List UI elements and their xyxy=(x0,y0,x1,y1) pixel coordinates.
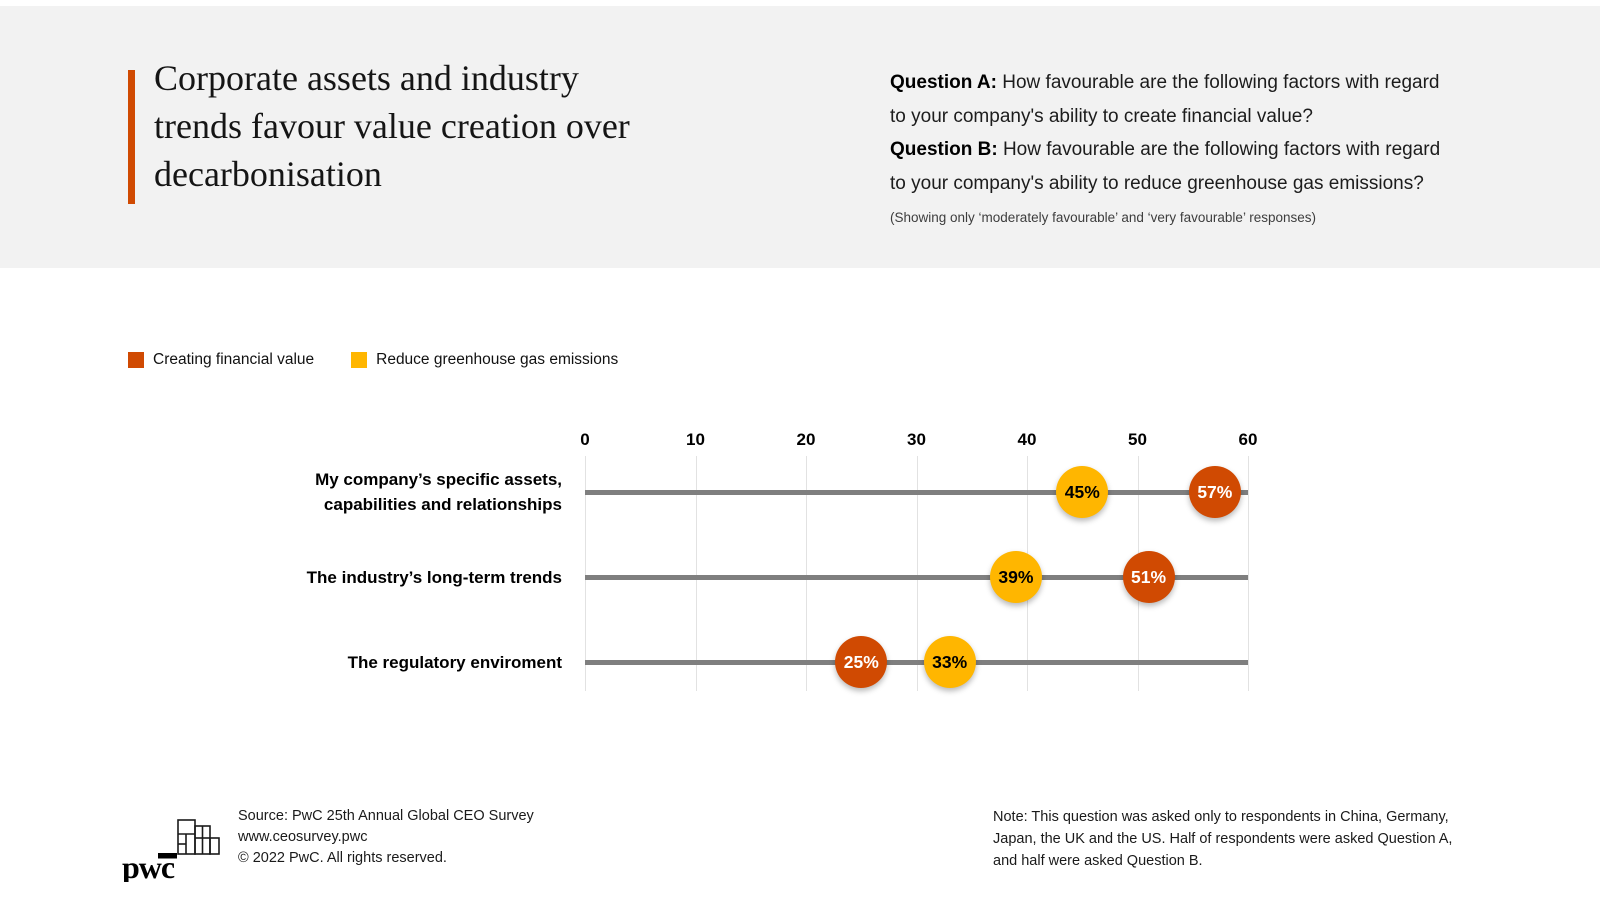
questions-subnote: (Showing only ‘moderately favourable’ an… xyxy=(890,210,1316,225)
axis-tick-label: 10 xyxy=(686,430,705,449)
note-text: Note: This question was asked only to re… xyxy=(993,809,1453,869)
axis-tick-label: 50 xyxy=(1128,430,1147,449)
legend-swatch-yellow xyxy=(351,352,368,368)
legend-item-greenhouse-gas: Reduce greenhouse gas emissions xyxy=(351,351,618,369)
questions-block: Question A: How favourable are the follo… xyxy=(890,66,1475,227)
axis-tick-label: 0 xyxy=(580,430,590,449)
gridline xyxy=(1248,456,1249,691)
question-b: Question B: How favourable are the follo… xyxy=(890,133,1475,200)
category-label: The industry’s long-term trends xyxy=(306,567,562,587)
gridline xyxy=(806,456,807,691)
gridline xyxy=(916,456,918,691)
data-point: 39% xyxy=(989,551,1042,603)
legend-item-financial-value: Creating financial value xyxy=(128,351,314,369)
axis-tick-label: 60 xyxy=(1238,430,1258,449)
legend-label: Creating financial value xyxy=(153,351,315,368)
category-line xyxy=(585,574,1248,580)
category-line xyxy=(585,659,1248,665)
axis-tick-label: 30 xyxy=(907,430,926,449)
title-accent-bar xyxy=(128,70,135,204)
page-title: Corporate assets and industry trends fav… xyxy=(154,58,630,194)
gridline xyxy=(695,456,697,691)
data-point: 33% xyxy=(923,636,976,688)
question-a-text: How favourable are the following factors… xyxy=(890,72,1440,127)
data-point: 25% xyxy=(835,636,888,688)
question-b-text: How favourable are the following factors… xyxy=(890,139,1441,194)
question-a: Question A: How favourable are the follo… xyxy=(890,66,1475,133)
data-point: 57% xyxy=(1188,466,1241,518)
legend-swatch-orange xyxy=(128,352,144,368)
pwc-logo: pwc xyxy=(122,792,232,885)
gridline xyxy=(585,456,586,691)
chart-legend: Creating financial value Reduce greenhou… xyxy=(128,351,618,369)
header-band: Corporate assets and industry trends fav… xyxy=(0,6,1600,268)
axis-tick-label: 20 xyxy=(796,430,816,449)
category-label: The regulatory enviroment xyxy=(347,652,562,672)
data-point: 51% xyxy=(1122,551,1175,603)
category-line xyxy=(585,489,1248,495)
question-b-label: Question B: xyxy=(890,139,998,160)
question-a-label: Question A: xyxy=(890,72,997,93)
source-text: Source: PwC 25th Annual Global CEO Surve… xyxy=(238,808,534,866)
pwc-logo-text: pwc xyxy=(122,849,175,882)
legend-label: Reduce greenhouse gas emissions xyxy=(376,351,619,368)
data-point: 45% xyxy=(1056,466,1109,518)
category-label: My company’s specific assets, capabiliti… xyxy=(315,470,562,514)
axis-tick-label: 40 xyxy=(1017,430,1037,449)
pwc-logo-graphic: pwc xyxy=(122,819,220,885)
